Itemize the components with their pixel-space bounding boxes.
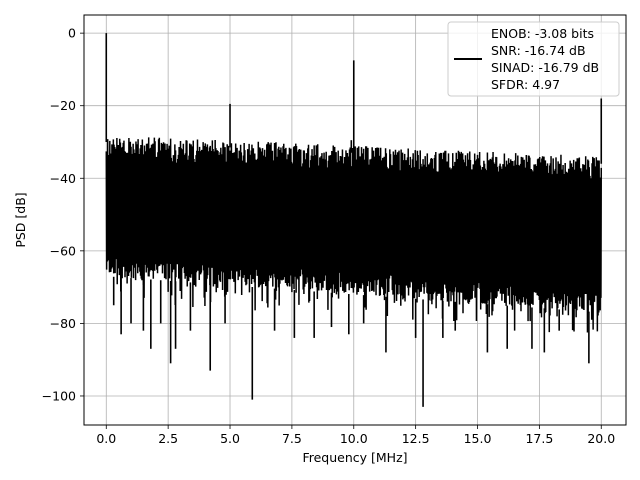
psd-series [105, 33, 603, 407]
y-tick-label: −20 [50, 98, 76, 113]
y-tick-label: −60 [50, 243, 76, 258]
y-tick-label: 0 [68, 26, 76, 41]
y-tick-label: −40 [50, 171, 76, 186]
x-tick-label: 17.5 [525, 431, 553, 446]
x-tick-label: 0.0 [96, 431, 116, 446]
x-tick-label: 10.0 [340, 431, 368, 446]
legend-line-snr: SNR: -16.74 dB [491, 43, 586, 58]
x-axis-label: Frequency [MHz] [302, 450, 407, 465]
legend-line-enob: ENOB: -3.08 bits [491, 26, 594, 41]
y-tick-label: −80 [50, 316, 76, 331]
legend-line-sinad: SINAD: -16.79 dB [491, 60, 599, 75]
legend-line-sfdr: SFDR: 4.97 [491, 77, 560, 92]
x-tick-label: 15.0 [464, 431, 492, 446]
x-tick-label: 20.0 [587, 431, 615, 446]
y-axis-label: PSD [dB] [13, 192, 28, 247]
x-tick-label: 7.5 [282, 431, 302, 446]
legend-box [447, 21, 620, 97]
x-axis-ticks: 0.0 2.5 5.0 7.5 10.0 12.5 15.0 17.5 20.0 [96, 425, 615, 446]
y-tick-label: −100 [42, 388, 76, 403]
x-tick-label: 12.5 [402, 431, 430, 446]
axes-frame [83, 14, 627, 426]
y-axis-ticks: 0 −20 −40 −60 −80 −100 [42, 26, 84, 403]
x-tick-label: 5.0 [220, 431, 240, 446]
legend: ENOB: -3.08 bits SNR: -16.74 dB SINAD: -… [447, 21, 620, 97]
x-tick-label: 2.5 [158, 431, 178, 446]
